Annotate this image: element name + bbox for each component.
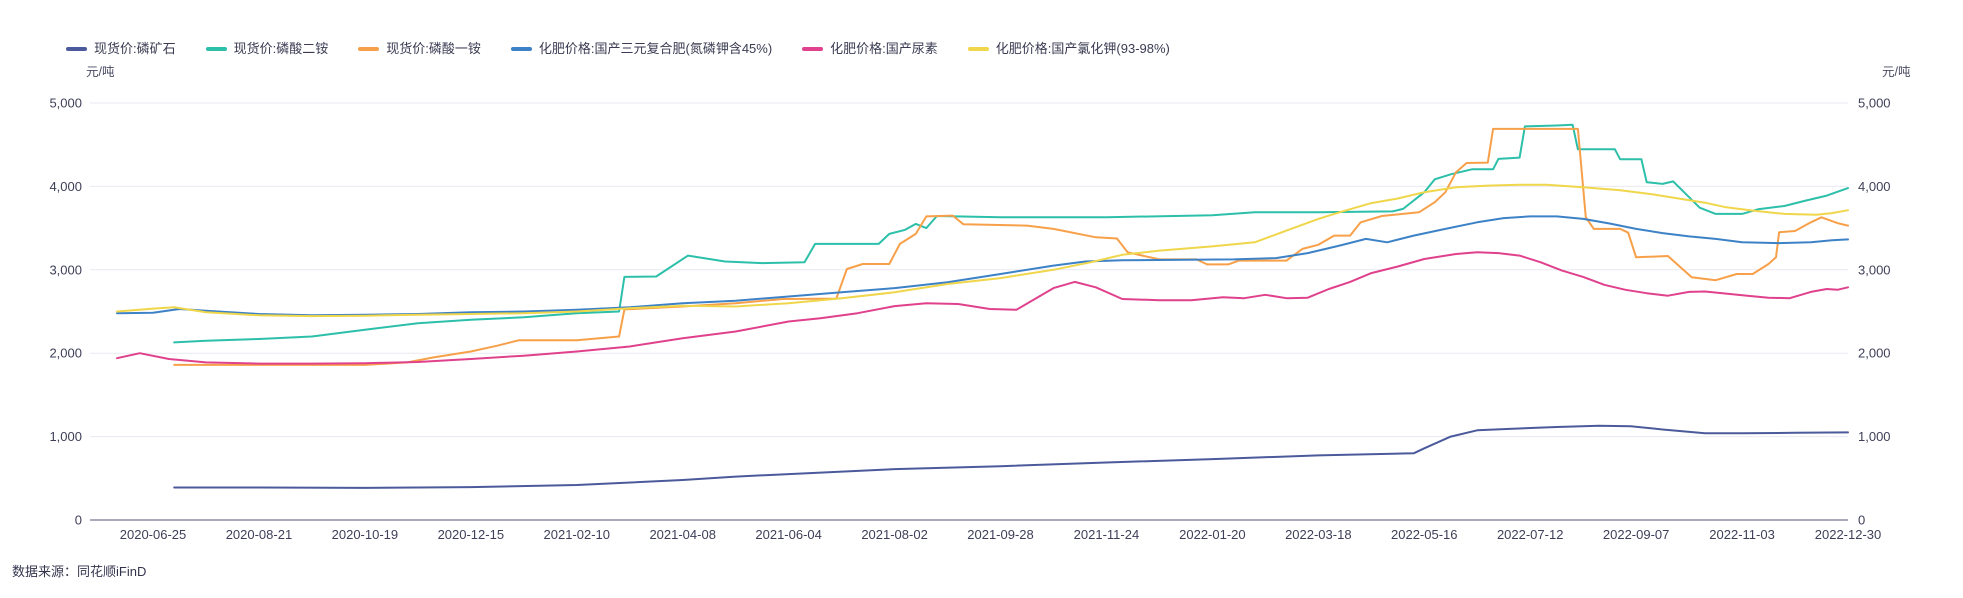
y-axis-label-left: 1,000 bbox=[49, 429, 82, 444]
series-line-3 bbox=[116, 215, 1849, 317]
legend-label: 化肥价格:国产尿素 bbox=[830, 41, 938, 56]
y-axis-label-left: 2,000 bbox=[49, 346, 82, 361]
x-axis-label: 2021-06-04 bbox=[755, 527, 822, 542]
legend-label: 化肥价格:国产三元复合肥(氮磷钾含45%) bbox=[538, 41, 773, 56]
legend-label: 现货价:磷酸一铵 bbox=[386, 41, 481, 56]
y-axis-label-right: 2,000 bbox=[1858, 346, 1891, 361]
x-axis-label: 2021-02-10 bbox=[544, 527, 611, 542]
legend-item-4[interactable]: 化肥价格:国产尿素 bbox=[802, 42, 938, 55]
legend-swatch-icon bbox=[802, 46, 824, 51]
x-axis-label: 2021-04-08 bbox=[649, 527, 716, 542]
x-axis-label: 2020-12-15 bbox=[438, 527, 505, 542]
left-axis-unit-label: 元/吨 bbox=[86, 65, 115, 79]
series-line-2 bbox=[173, 127, 1849, 366]
x-axis-label: 2022-03-18 bbox=[1285, 527, 1352, 542]
legend-item-1[interactable]: 现货价:磷酸二铵 bbox=[205, 41, 329, 56]
legend-item-5[interactable]: 化肥价格:国产氯化钾(93-98%) bbox=[967, 41, 1170, 56]
series-line-1 bbox=[173, 123, 1849, 344]
series-line-4 bbox=[116, 251, 1849, 365]
x-axis-label: 2022-05-16 bbox=[1391, 527, 1458, 542]
series-line-0 bbox=[173, 424, 1849, 489]
x-axis-label: 2022-09-07 bbox=[1603, 527, 1670, 542]
y-axis-label-left: 3,000 bbox=[49, 262, 82, 277]
x-axis-label: 2022-11-03 bbox=[1709, 527, 1775, 542]
right-axis-unit-label: 元/吨 bbox=[1882, 65, 1911, 79]
x-axis-label: 2020-08-21 bbox=[226, 527, 293, 542]
y-axis-label-right: 5,000 bbox=[1858, 96, 1891, 111]
y-axis-label-right: 1,000 bbox=[1858, 429, 1891, 444]
legend-swatch-icon bbox=[205, 46, 227, 51]
x-axis-label: 2022-12-30 bbox=[1815, 527, 1882, 542]
y-axis-label-right: 3,000 bbox=[1858, 262, 1891, 277]
y-axis-label-right: 0 bbox=[1858, 513, 1865, 528]
legend-item-2[interactable]: 现货价:磷酸一铵 bbox=[358, 42, 481, 55]
series-line-5 bbox=[116, 183, 1849, 318]
legend-item-3[interactable]: 化肥价格:国产三元复合肥(氮磷钾含45%) bbox=[510, 41, 773, 56]
x-axis-label: 2021-08-02 bbox=[861, 527, 928, 542]
y-axis-label-right: 4,000 bbox=[1858, 179, 1891, 194]
chart-legend: 现货价:磷矿石 现货价:磷酸二铵 现货价:磷酸一铵 化肥价格:国产三元复合肥(氮磷钾含… bbox=[66, 42, 1170, 55]
x-axis-label: 2020-10-19 bbox=[332, 527, 399, 542]
legend-swatch-icon bbox=[358, 46, 380, 51]
x-axis-label: 2022-01-20 bbox=[1179, 527, 1246, 542]
data-source-note: 数据来源：同花顺iFinD bbox=[12, 564, 147, 579]
legend-label: 现货价:磷矿石 bbox=[94, 41, 176, 56]
x-axis-label: 2021-09-28 bbox=[967, 527, 1034, 542]
y-axis-label-left: 4,000 bbox=[49, 179, 82, 194]
y-axis-label-left: 5,000 bbox=[49, 96, 82, 111]
legend-swatch-icon bbox=[510, 46, 532, 51]
legend-swatch-icon bbox=[967, 46, 989, 51]
x-axis-label: 2020-06-25 bbox=[120, 527, 187, 542]
legend-label: 化肥价格:国产氯化钾(93-98%) bbox=[995, 41, 1170, 56]
y-axis-label-left: 0 bbox=[75, 513, 82, 528]
legend-label: 现货价:磷酸二铵 bbox=[233, 41, 329, 56]
x-axis-label: 2021-11-24 bbox=[1074, 527, 1140, 542]
legend-swatch-icon bbox=[66, 46, 87, 51]
x-axis-label: 2022-07-12 bbox=[1497, 527, 1564, 542]
legend-item-0[interactable]: 现货价:磷矿石 bbox=[66, 42, 176, 55]
